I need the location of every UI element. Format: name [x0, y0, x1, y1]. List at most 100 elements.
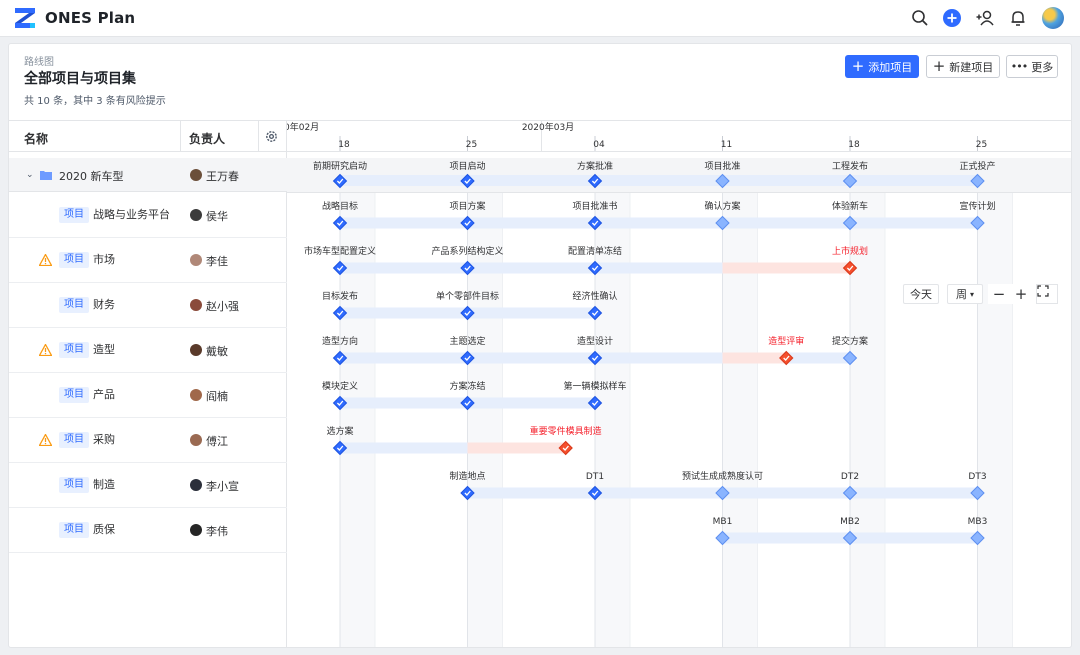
today-label: 今天 [910, 288, 932, 301]
check-icon [336, 355, 344, 361]
check-icon [336, 178, 344, 184]
scale-label: 周 [955, 288, 967, 301]
milestone-label: MB1 [713, 517, 733, 527]
milestone[interactable] [587, 305, 603, 321]
add-circle-icon[interactable] [942, 8, 962, 28]
timeline-bar[interactable] [340, 217, 978, 229]
project-name[interactable]: 财务 [93, 298, 115, 311]
milestone[interactable] [332, 395, 348, 411]
fullscreen-button[interactable] [1036, 284, 1058, 304]
milestone[interactable] [332, 350, 348, 366]
group-milestone[interactable] [842, 173, 858, 189]
check-icon [591, 355, 599, 361]
risk-bar[interactable] [722, 262, 851, 274]
new-project-button[interactable]: + 新建项目 [926, 55, 1000, 78]
project-name[interactable]: 造型 [93, 343, 115, 356]
milestone[interactable] [715, 215, 730, 231]
timeline-bar[interactable] [340, 262, 723, 274]
project-name[interactable]: 质保 [93, 523, 115, 536]
check-icon [464, 265, 471, 271]
search-icon[interactable] [910, 8, 930, 28]
milestone[interactable] [460, 260, 475, 276]
milestone[interactable] [970, 530, 985, 546]
group-milestone[interactable] [587, 173, 603, 189]
zoom-out-button[interactable]: − [988, 284, 1010, 304]
group-row[interactable]: ⌄ 2020 新车型 王万春 [9, 158, 287, 192]
milestone[interactable] [970, 485, 985, 501]
scale-select[interactable]: 周 ▾ [947, 284, 983, 304]
check-icon [336, 220, 344, 226]
risk-bar[interactable] [722, 352, 787, 364]
risk-milestone[interactable] [558, 440, 573, 456]
today-button[interactable]: 今天 [903, 284, 939, 304]
group-milestone[interactable] [332, 173, 348, 189]
milestone[interactable] [587, 350, 603, 366]
group-milestone[interactable] [715, 173, 730, 189]
project-name[interactable]: 制造 [93, 478, 115, 491]
milestone[interactable] [332, 440, 348, 456]
milestone[interactable] [460, 485, 475, 501]
more-label: 更多 [1031, 60, 1054, 74]
timeline-bar[interactable] [340, 442, 468, 454]
table-row[interactable]: 项目 制造 李小宣 [9, 463, 287, 508]
milestone[interactable] [460, 215, 475, 231]
project-name[interactable]: 采购 [93, 433, 115, 446]
milestone[interactable] [842, 350, 858, 366]
week-label: 18 [338, 140, 350, 150]
milestone[interactable] [460, 305, 475, 321]
milestone[interactable] [715, 485, 730, 501]
milestone-label: 上市规划 [832, 245, 868, 257]
zoom-in-button[interactable]: + [1010, 284, 1032, 304]
milestone[interactable] [842, 215, 858, 231]
column-divider[interactable] [258, 121, 259, 152]
project-name[interactable]: 市场 [93, 253, 115, 266]
milestone[interactable] [332, 305, 348, 321]
milestone[interactable] [460, 350, 475, 366]
user-avatar[interactable] [1042, 7, 1064, 29]
milestone[interactable] [587, 485, 603, 501]
milestone[interactable] [587, 215, 603, 231]
owner-avatar [190, 344, 202, 356]
table-row[interactable]: 项目 质保 李伟 [9, 508, 287, 553]
more-button[interactable]: ••• 更多 [1006, 55, 1058, 78]
group-milestone[interactable] [970, 173, 985, 189]
table-row[interactable]: 项目 采购 傅江 [9, 418, 287, 463]
table-row[interactable]: 项目 财务 赵小强 [9, 283, 287, 328]
bell-icon[interactable] [1008, 8, 1028, 28]
project-name[interactable]: 产品 [93, 388, 115, 401]
check-icon [336, 310, 344, 316]
add-project-button[interactable]: + 添加项目 [845, 55, 919, 78]
risk-milestone[interactable] [842, 260, 858, 276]
plus-icon: + [851, 56, 865, 75]
add-project-label: 添加项目 [868, 60, 913, 74]
milestone[interactable] [715, 530, 730, 546]
ones-logo-icon[interactable] [15, 8, 37, 28]
column-owner-header[interactable]: 负责人 [189, 132, 226, 146]
group-name[interactable]: 2020 新车型 [59, 170, 124, 183]
milestone[interactable] [842, 530, 858, 546]
group-milestone[interactable] [460, 173, 475, 189]
breadcrumb[interactable]: 路线图 [24, 57, 54, 68]
owner-avatar [190, 479, 202, 491]
gantt-canvas[interactable]: 2020年02月2020年03月182504111825前期研究启动项目启动方案… [287, 120, 1072, 648]
add-member-icon[interactable] [975, 8, 995, 28]
milestone[interactable] [587, 395, 603, 411]
milestone[interactable] [332, 260, 348, 276]
column-name-header[interactable]: 名称 [24, 132, 49, 146]
table-row[interactable]: 项目 造型 戴敏 [9, 328, 287, 373]
milestone-label: 制造地点 [449, 470, 485, 482]
table-row[interactable]: 项目 战略与业务平台 侯华 [9, 193, 287, 238]
risk-bar[interactable] [467, 442, 566, 454]
project-name[interactable]: 战略与业务平台 [93, 208, 170, 221]
milestone[interactable] [587, 260, 603, 276]
table-row[interactable]: 项目 市场 李佳 [9, 238, 287, 283]
column-divider[interactable] [180, 121, 181, 152]
chevron-down-icon[interactable]: ⌄ [26, 170, 34, 180]
risk-milestone[interactable] [779, 350, 794, 366]
gear-icon[interactable] [264, 129, 279, 144]
table-row[interactable]: 项目 产品 阎楠 [9, 373, 287, 418]
milestone[interactable] [332, 215, 348, 231]
milestone[interactable] [842, 485, 858, 501]
milestone[interactable] [970, 215, 985, 231]
milestone[interactable] [460, 395, 475, 411]
